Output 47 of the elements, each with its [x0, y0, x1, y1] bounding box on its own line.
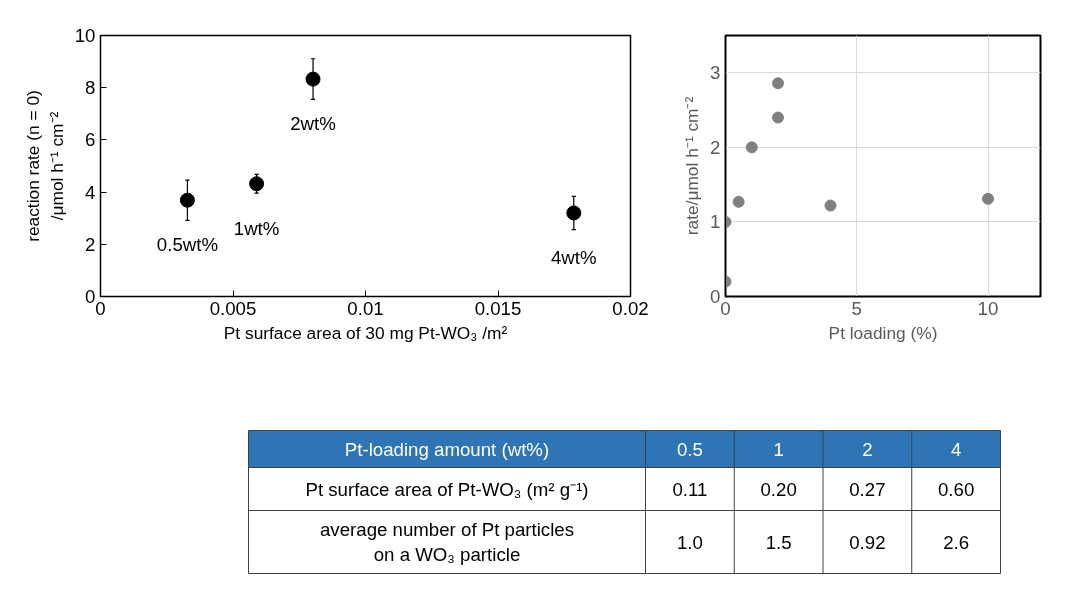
x-tick-label: 0.015	[474, 297, 522, 319]
point	[772, 77, 784, 90]
annotation: 1wt%	[233, 217, 280, 239]
annotation: 2wt%	[290, 113, 336, 135]
category-label: 2	[862, 438, 873, 460]
text: 0.27	[849, 478, 886, 500]
y-tick-label: 2	[85, 233, 96, 255]
x-tick-label: 5	[851, 297, 862, 319]
category-label: average number of Pt particles on a WO₃ particle	[319, 519, 575, 565]
x-tick-label: 0.005	[209, 297, 257, 319]
x-axis-title: Pt loading (%)	[828, 322, 938, 343]
text: 0.92	[849, 531, 886, 553]
point	[179, 192, 195, 208]
x-tick-label: 10	[977, 297, 999, 319]
y-tick-label: 1	[710, 211, 721, 233]
point	[566, 205, 582, 221]
x-tick-label: 0.02	[612, 297, 649, 319]
text: 1.5	[765, 531, 792, 553]
point	[745, 141, 758, 154]
y-tick-label: 8	[85, 77, 96, 99]
category-label: 1	[773, 438, 784, 460]
x-axis-title: Pt surface area of 30 mg Pt-WO₃ /m²	[223, 322, 508, 343]
text: 0.20	[760, 478, 797, 500]
y-tick-label: 6	[85, 129, 96, 151]
point	[732, 195, 745, 208]
y-tick-label: 4	[85, 181, 96, 203]
y-tick-label: 3	[710, 62, 721, 84]
text: 0.60	[937, 478, 975, 500]
category-label: 4	[950, 438, 962, 460]
y-axis-title: rate/μmol h⁻¹ cm⁻²	[682, 96, 703, 236]
text: 0.11	[672, 478, 708, 500]
point	[982, 192, 994, 205]
point	[305, 71, 321, 87]
y-axis-title: reaction rate (n = 0) /μmol h⁻¹ cm⁻²	[22, 90, 67, 242]
category-label: 0.5	[676, 438, 703, 460]
point	[772, 111, 784, 124]
annotation: 4wt%	[550, 246, 597, 268]
text: Pt-loading amount (wt%)	[344, 438, 550, 460]
point	[249, 176, 265, 192]
y-tick-label: 2	[710, 136, 721, 158]
y-tick-label: 10	[74, 25, 96, 46]
text: 1.0	[676, 531, 703, 553]
x-tick-label: 0.01	[347, 297, 384, 319]
annotation: 0.5wt%	[156, 234, 219, 256]
text: 2.6	[943, 531, 970, 553]
point	[824, 199, 837, 212]
category-label: Pt surface area of Pt-WO₃ (m² g⁻¹)	[305, 478, 589, 500]
